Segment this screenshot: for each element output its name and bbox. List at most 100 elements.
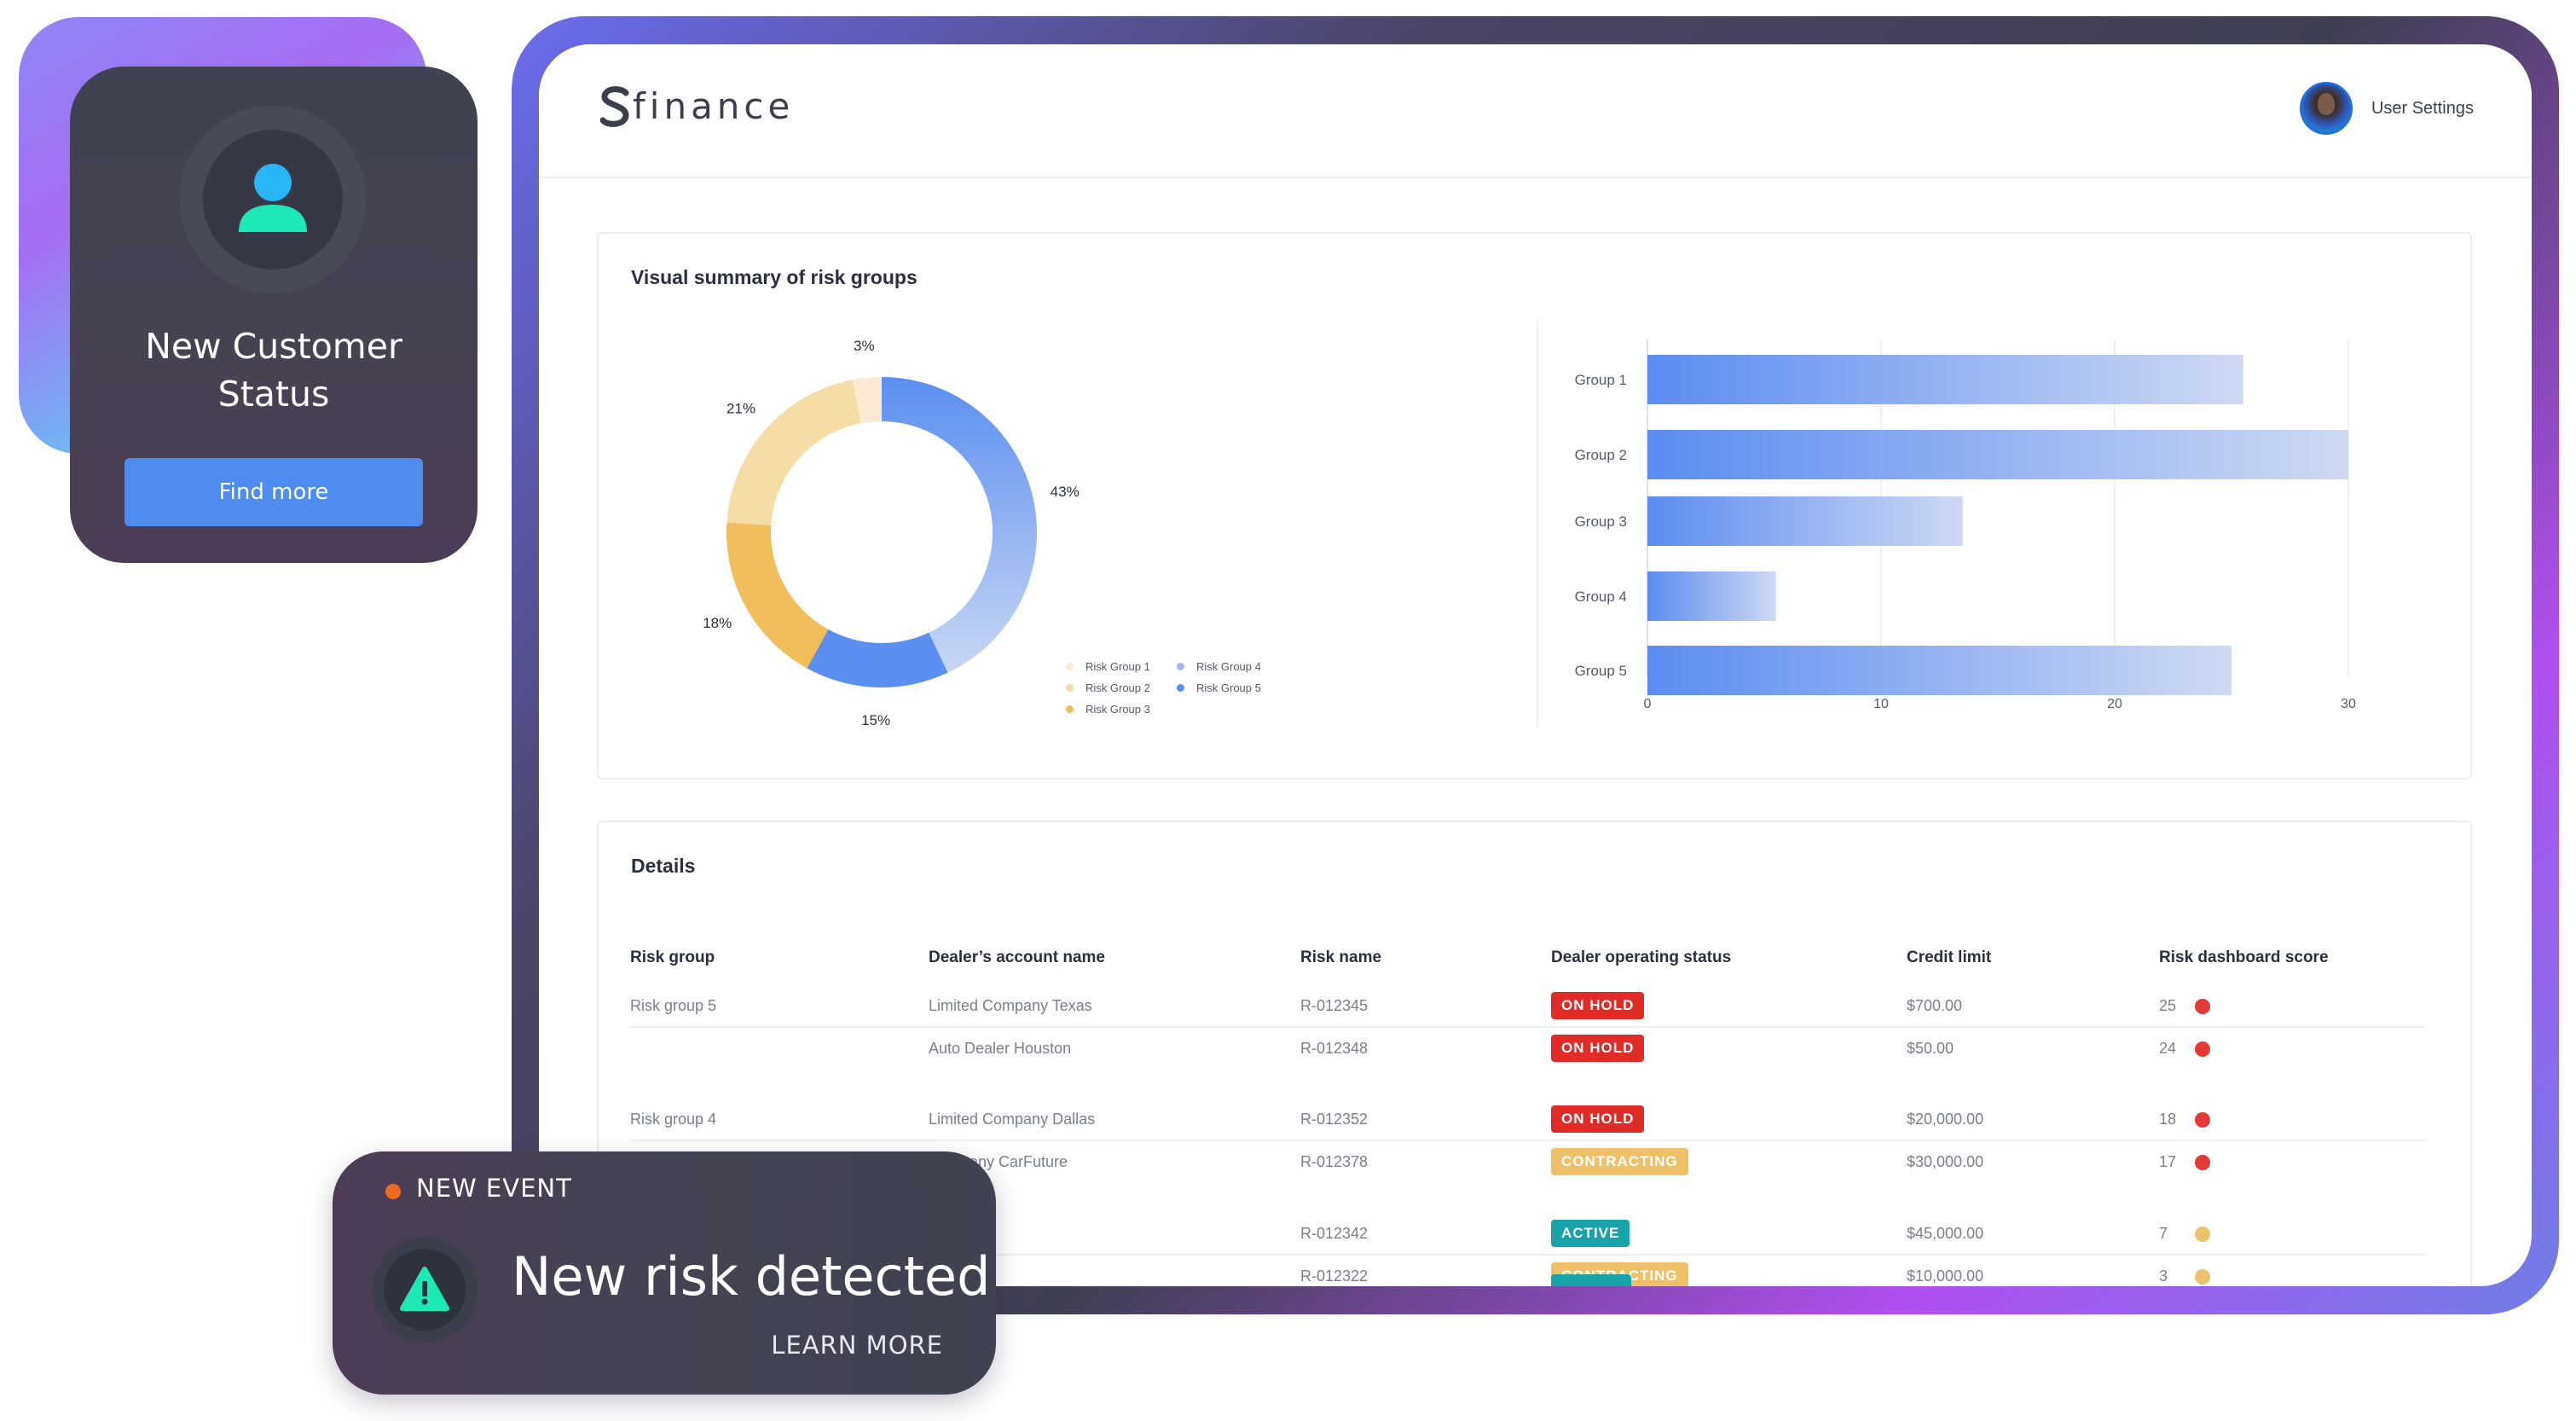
cell-account-name: Limited Company Texas	[929, 997, 1092, 1014]
col-header-credit[interactable]: Credit limit	[1907, 948, 1992, 966]
y-category-label: Risk Group 2	[1571, 447, 1627, 463]
group-divider	[630, 1026, 2425, 1028]
legend-item: Risk Group 1	[1066, 660, 1150, 673]
cell-risk-group: Risk group 4	[630, 1111, 717, 1128]
col-header-status[interactable]: Dealer operating status	[1551, 948, 1732, 966]
event-title: New risk detected	[512, 1245, 991, 1308]
avatar[interactable]	[2299, 82, 2353, 135]
cell-credit-limit: $10,000.00	[1907, 1267, 1984, 1285]
x-tick-label: 0	[1644, 697, 1652, 711]
dashboard-window: finance User Settings Visual summary of …	[539, 44, 2532, 1286]
details-title: Details	[631, 855, 696, 877]
y-category-label: Risk Group 3	[1571, 513, 1627, 530]
bar-chart: 0 10 20 30 Risk Group 1 Risk Group 2 Risk Grou…	[1571, 339, 2356, 711]
status-badge[interactable]: ACTIVE	[1551, 1220, 1630, 1247]
cell-credit-limit: $20,000.00	[1907, 1111, 1984, 1128]
cell-risk-name: R-012345	[1300, 997, 1369, 1014]
donut-slice[interactable]	[726, 522, 829, 669]
y-category-label: Risk Group 5	[1571, 663, 1627, 679]
legend-item: Risk Group 3	[1066, 703, 1150, 716]
col-header-risk-name[interactable]: Risk name	[1300, 948, 1382, 966]
app-header: finance User Settings	[539, 44, 2532, 178]
score-indicator-dot	[2195, 1112, 2210, 1128]
cell-score: 18	[2159, 1111, 2177, 1128]
bar[interactable]	[1647, 646, 2232, 695]
score-indicator-dot	[2195, 1041, 2210, 1057]
user-icon	[239, 164, 307, 232]
x-tick-label: 10	[1873, 697, 1889, 711]
bar[interactable]	[1647, 571, 1776, 621]
cell-risk-name: R-012322	[1300, 1267, 1369, 1285]
cell-score: 17	[2159, 1153, 2177, 1170]
legend-item: Risk Group 5	[1177, 682, 1261, 694]
cell-credit-limit: $700.00	[1907, 997, 1963, 1014]
score-indicator-dot	[2195, 1269, 2210, 1285]
donut-slice[interactable]	[852, 377, 882, 424]
status-badge[interactable]: ON HOLD	[1551, 992, 1645, 1019]
bar[interactable]	[1647, 430, 2348, 479]
bar[interactable]	[1647, 496, 1963, 546]
cell-score: 7	[2159, 1225, 2168, 1242]
s-logo-icon	[600, 85, 629, 127]
cell-credit-limit: $45,000.00	[1907, 1225, 1984, 1242]
cell-score: 24	[2159, 1040, 2177, 1057]
cell-risk-name: R-012378	[1300, 1153, 1369, 1170]
col-header-risk-group[interactable]: Risk group	[630, 948, 715, 966]
score-indicator-dot	[2195, 999, 2210, 1014]
group-divider	[630, 1254, 2425, 1256]
group-divider	[630, 1140, 2425, 1141]
legend-dot	[1177, 663, 1184, 670]
status-badge[interactable]: ON HOLD	[1551, 1035, 1645, 1062]
donut-slice[interactable]	[882, 377, 1037, 673]
user-settings[interactable]: User Settings	[2299, 82, 2474, 135]
cell-credit-limit: $50.00	[1907, 1040, 1954, 1057]
warning-icon	[400, 1267, 449, 1311]
y-category-label: Risk Group 1	[1571, 372, 1627, 388]
donut-label: 3%	[854, 338, 875, 354]
donut-slice[interactable]	[726, 380, 861, 525]
bar[interactable]	[1647, 355, 2243, 404]
donut-label: 43%	[1051, 484, 1080, 500]
risk-summary-card: Visual summary of risk groups 43% 15% 18% 2…	[597, 232, 2472, 780]
legend-dot	[1066, 684, 1074, 692]
status-badge[interactable]: ON HOLD	[1551, 1105, 1645, 1133]
learn-more-link[interactable]: LEARN MORE	[771, 1331, 943, 1360]
avatar-ring	[179, 106, 367, 293]
x-tick-label: 30	[2341, 697, 2356, 711]
cell-score: 3	[2159, 1267, 2168, 1285]
legend-dot	[1177, 684, 1184, 692]
cell-risk-group: Risk group 5	[630, 997, 717, 1014]
event-indicator-dot	[385, 1184, 401, 1199]
logo[interactable]: finance	[600, 85, 794, 127]
col-header-account[interactable]: Dealer’s account name	[929, 948, 1105, 966]
col-header-score[interactable]: Risk dashboard score	[2159, 948, 2329, 966]
donut-chart: 43% 15% 18% 21% 3%	[703, 338, 1080, 728]
legend-item: Risk Group 4	[1177, 660, 1261, 673]
donut-slice[interactable]	[807, 629, 948, 688]
cell-account-name: Limited Company Dallas	[929, 1111, 1096, 1128]
new-event-card: NEW EVENT New risk detected LEARN MORE	[333, 1151, 996, 1395]
logo-text: finance	[633, 85, 795, 127]
legend-dot	[1066, 663, 1074, 670]
score-indicator-dot	[2195, 1227, 2210, 1242]
chart-divider	[1537, 319, 1538, 728]
status-badge-partial	[1551, 1274, 1631, 1286]
donut-label: 21%	[726, 401, 755, 417]
warning-ring	[372, 1237, 478, 1343]
event-tag: NEW EVENT	[416, 1174, 572, 1203]
legend-item: Risk Group 2	[1066, 682, 1150, 694]
cell-risk-name: R-012342	[1300, 1225, 1369, 1242]
score-indicator-dot	[2195, 1155, 2210, 1170]
cell-score: 25	[2159, 997, 2177, 1014]
summary-title: Visual summary of risk groups	[631, 266, 918, 288]
customer-status-title: New Customer Status	[145, 326, 402, 415]
x-tick-label: 20	[2107, 697, 2122, 711]
cell-risk-name: R-012348	[1300, 1040, 1369, 1057]
user-settings-label[interactable]: User Settings	[2370, 98, 2474, 118]
find-more-button[interactable]: Find more	[124, 458, 423, 526]
cell-account-name: Auto Dealer Houston	[929, 1040, 1072, 1057]
legend-dot	[1066, 705, 1074, 713]
cell-credit-limit: $30,000.00	[1907, 1153, 1984, 1170]
y-category-label: Risk Group 4	[1571, 589, 1627, 605]
status-badge[interactable]: CONTRACTING	[1551, 1148, 1688, 1175]
